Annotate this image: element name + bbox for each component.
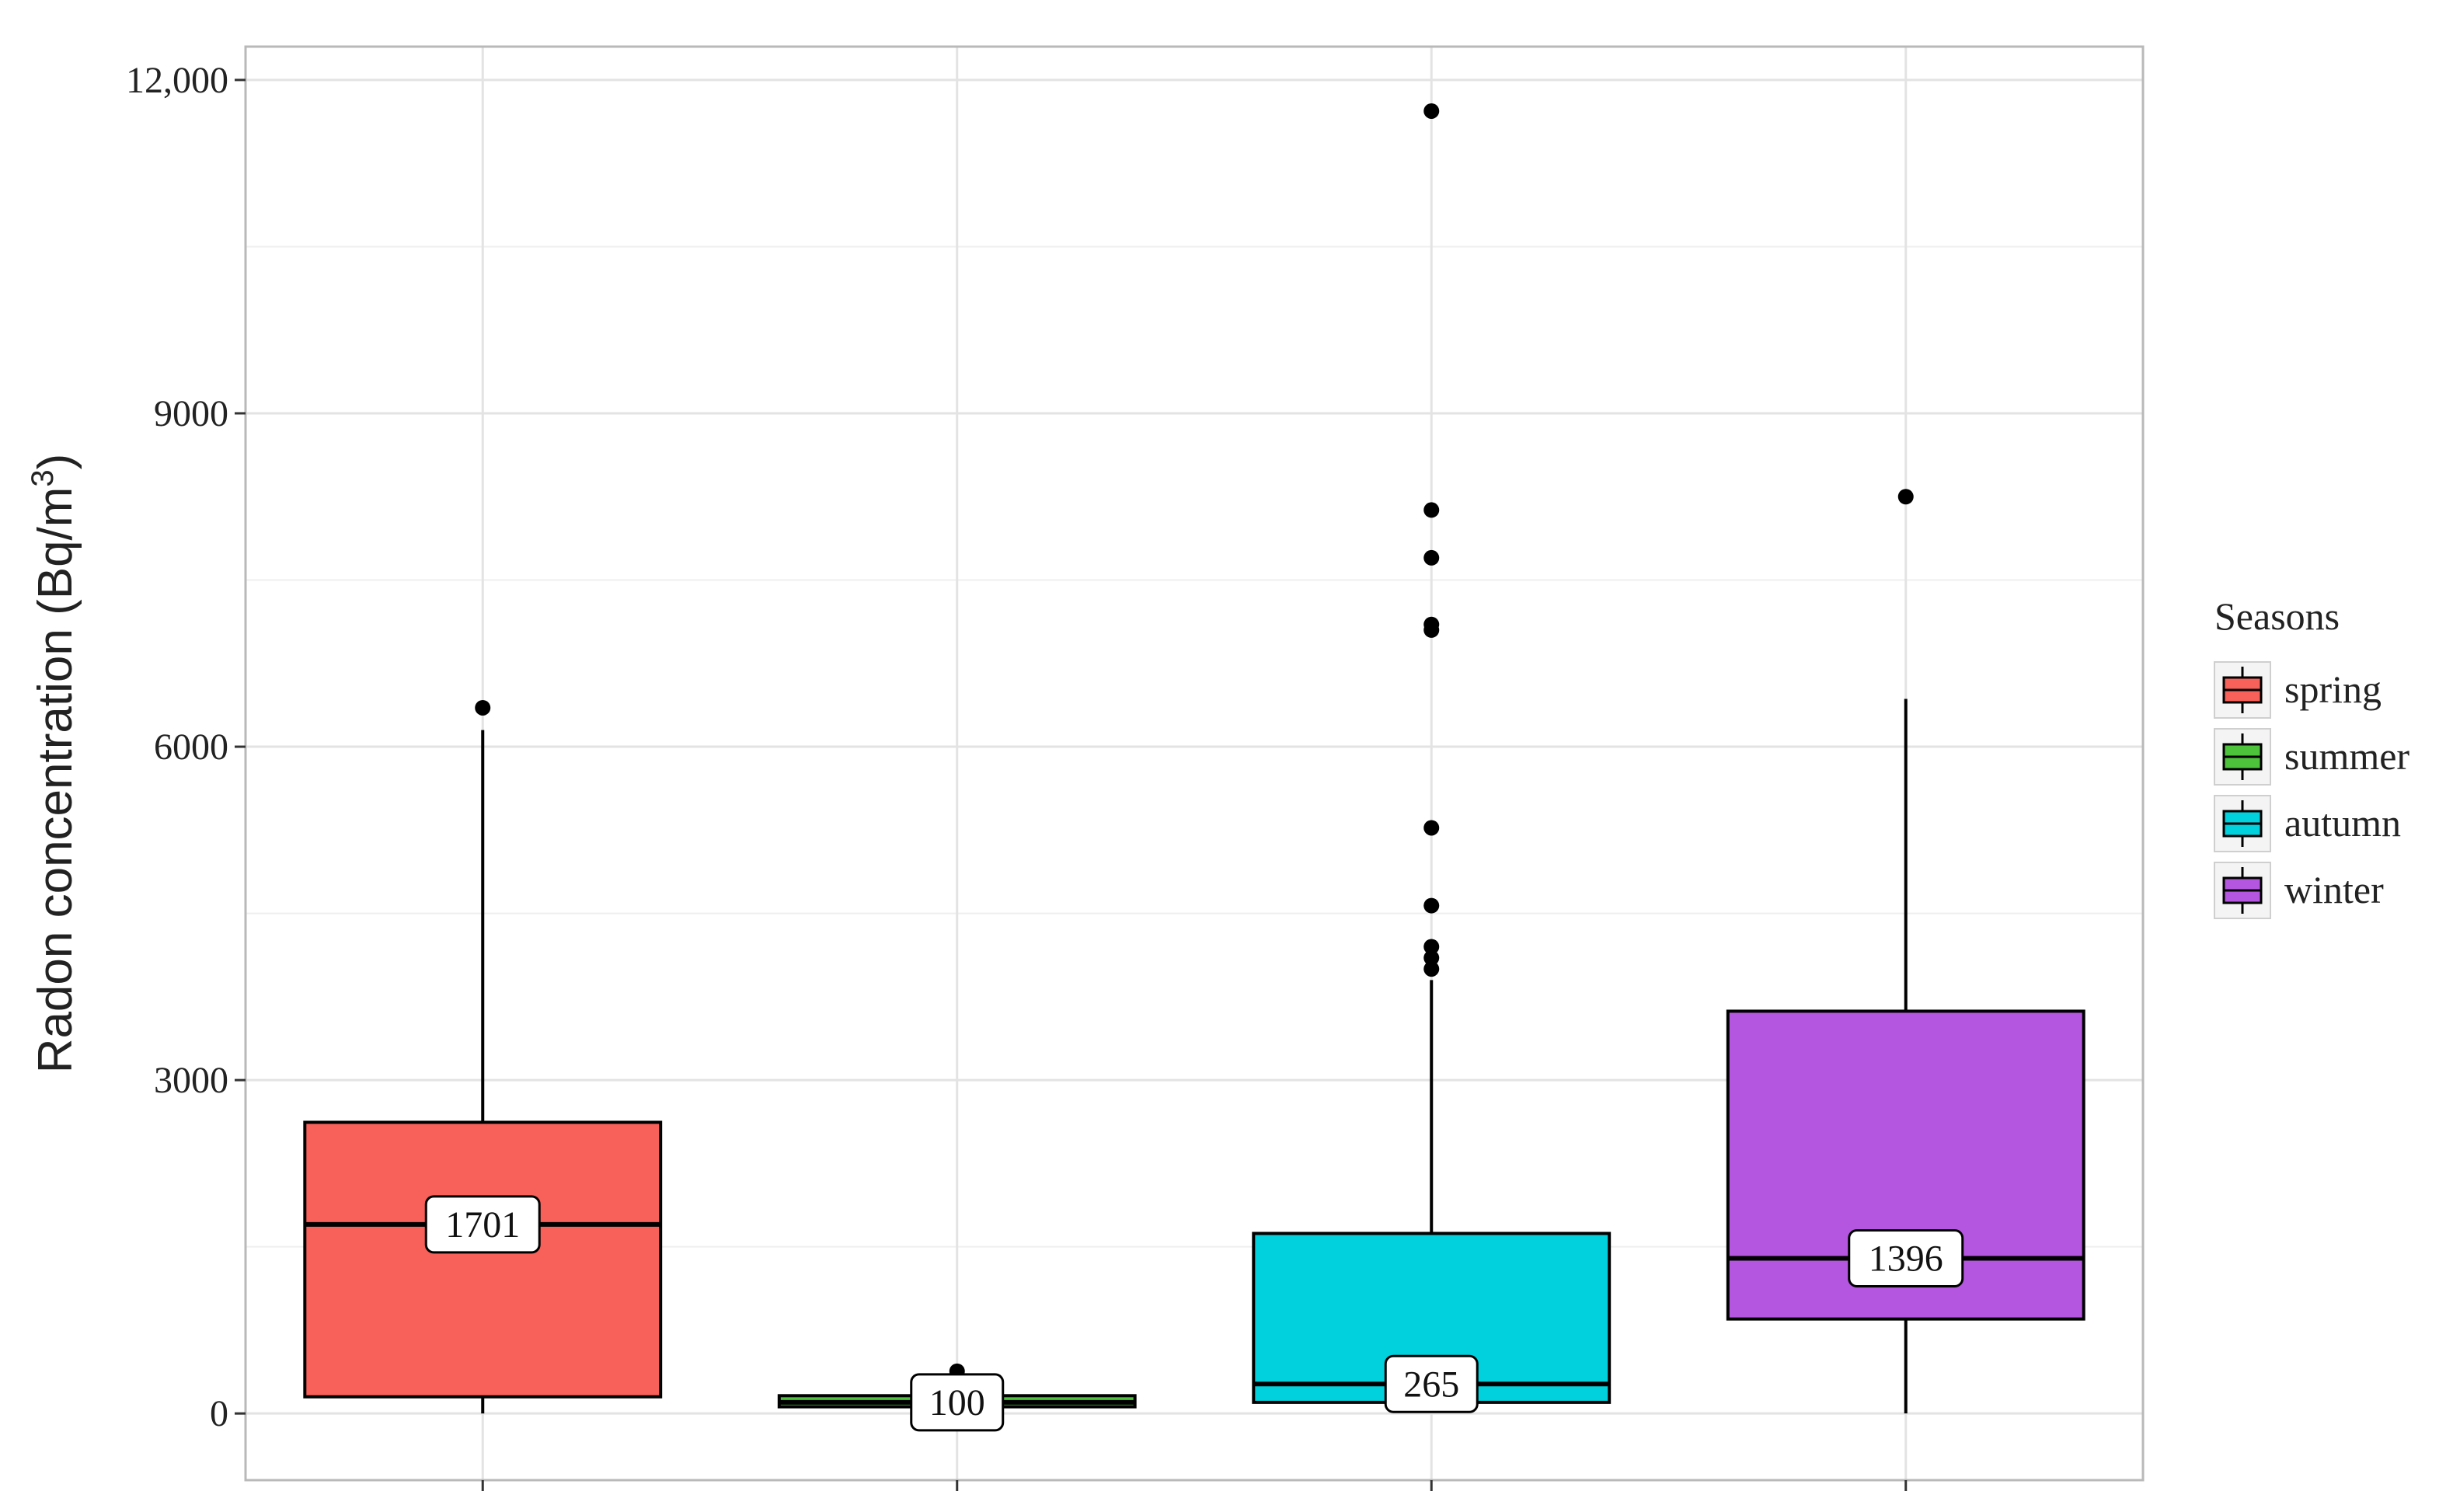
outlier-point [1423, 549, 1440, 566]
y-axis-title-superscript: 3 [26, 469, 60, 486]
median-label: 265 [1403, 1364, 1459, 1405]
outlier-point [475, 699, 491, 716]
y-axis-title-main: Radon concentration (Bq/m [29, 487, 82, 1074]
legend-item-winter: winter [2214, 862, 2384, 919]
legend-label: autumn [2284, 801, 2401, 845]
legend-item-spring: spring [2214, 661, 2382, 719]
outlier-point [1423, 820, 1440, 836]
legend: Seasons spring summer autumn winter [2214, 594, 2409, 919]
box-winter: 1396 [1726, 489, 2085, 1414]
legend-label: summer [2284, 734, 2409, 778]
y-axis-ticks: 0 3000 6000 9000 12,000 [126, 60, 1908, 1491]
median-label: 1396 [1869, 1239, 1943, 1280]
y-tick-label: 12,000 [126, 60, 228, 101]
outlier-point [1423, 103, 1440, 119]
y-tick-label: 9000 [154, 393, 228, 434]
legend-item-summer: summer [2214, 728, 2409, 786]
outlier-point [1423, 949, 1440, 966]
box-iqr [303, 1120, 663, 1399]
outlier-point [1897, 489, 1914, 505]
outlier-point [1423, 961, 1440, 977]
median-label-box [1848, 1229, 1964, 1288]
box-spring: 1701 [303, 699, 663, 1414]
median-label: 100 [929, 1382, 985, 1423]
legend-item-autumn: autumn [2214, 795, 2401, 852]
outlier-point [1423, 939, 1440, 955]
legend-title: Seasons [2214, 594, 2340, 638]
plot-panel-border [244, 45, 2145, 1482]
y-axis-title-close: ) [29, 454, 82, 470]
median-label-box [1384, 1354, 1479, 1413]
outlier-point [1423, 502, 1440, 518]
median-label-box [910, 1373, 1005, 1432]
y-tick-label: 6000 [154, 726, 228, 768]
outlier-point [1423, 897, 1440, 914]
y-tick-label: 0 [210, 1393, 228, 1434]
y-tick-label: 3000 [154, 1060, 228, 1101]
box-summer: 100 [777, 1363, 1137, 1432]
median-label-box [424, 1195, 541, 1254]
legend-label: spring [2284, 667, 2382, 711]
box-plots: 1701 100 265 1396 [303, 103, 2085, 1432]
outlier-point [1423, 616, 1440, 632]
y-axis-title: Radon concentration (Bq/m3) [26, 454, 82, 1074]
median-label: 1701 [445, 1204, 520, 1245]
box-autumn: 265 [1252, 103, 1612, 1413]
legend-label: winter [2284, 868, 2384, 911]
